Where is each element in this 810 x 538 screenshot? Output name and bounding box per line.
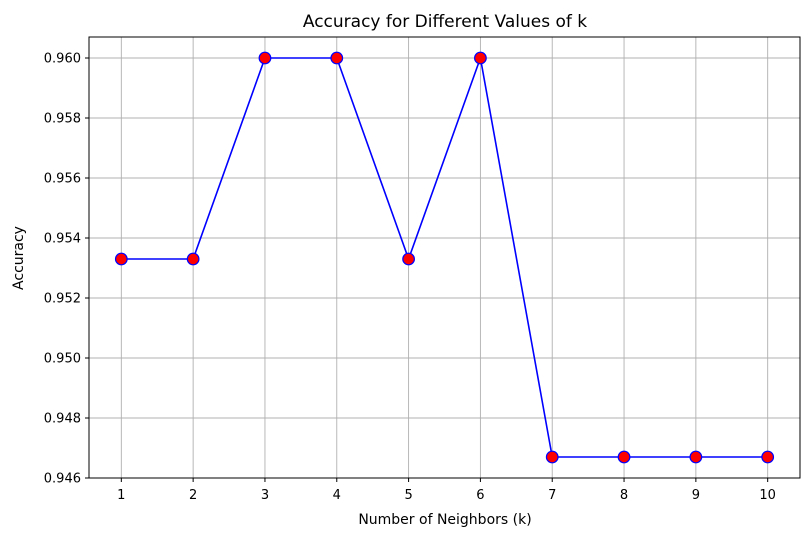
axis-ticks: 1 2 3 4 5 6 7 8 9 10 0.946 0.948 0.950 0.952 0.954 0.95…: [44, 52, 776, 504]
chart-title: Accuracy for Different Values of k: [303, 12, 587, 32]
data-point: [114, 252, 128, 266]
data-point: [474, 51, 487, 65]
y-tick-label: 0.956: [44, 172, 81, 187]
x-tick-label: 10: [759, 488, 776, 503]
x-tick-label: 2: [189, 488, 197, 503]
x-tick-label: 8: [620, 488, 628, 503]
series-layer: [114, 51, 775, 464]
x-tick-label: 7: [548, 488, 556, 503]
x-tick-label: 4: [333, 488, 341, 503]
y-tick-label: 0.954: [44, 232, 81, 247]
data-point: [617, 450, 631, 464]
data-point: [689, 450, 703, 464]
y-tick-label: 0.948: [44, 412, 81, 427]
y-tick-label: 0.958: [44, 112, 81, 127]
x-tick-label: 5: [404, 488, 412, 503]
y-tick-label: 0.946: [44, 472, 81, 487]
y-tick-label: 0.950: [44, 352, 81, 367]
data-point: [330, 51, 344, 65]
data-point: [545, 450, 559, 464]
x-tick-label: 9: [692, 488, 700, 503]
y-tick-label: 0.952: [44, 292, 81, 307]
series-line: [121, 57, 768, 458]
y-axis-label: Accuracy: [11, 226, 27, 290]
x-tick-label: 1: [117, 488, 125, 503]
data-point: [186, 252, 200, 266]
plot-frame: [88, 36, 801, 479]
data-point: [258, 51, 272, 65]
x-tick-label: 3: [261, 488, 269, 503]
x-axis-label: Number of Neighbors (k): [358, 512, 531, 528]
data-point: [402, 252, 415, 266]
data-point: [761, 450, 775, 464]
y-tick-label: 0.960: [44, 52, 81, 67]
x-tick-label: 6: [476, 488, 484, 503]
